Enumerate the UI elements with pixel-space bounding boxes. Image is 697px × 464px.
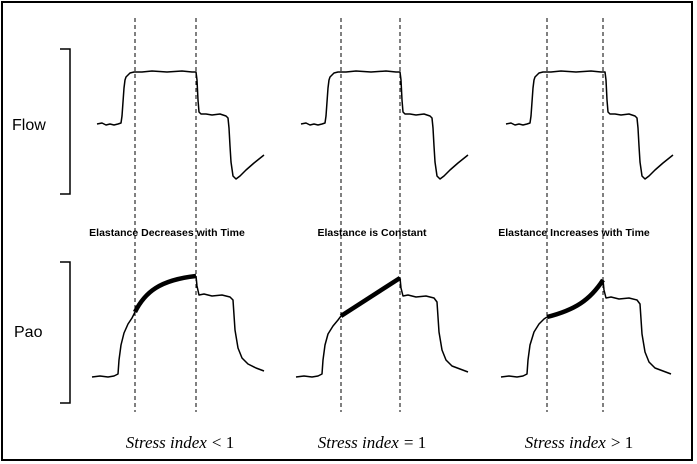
panel-1-caption: Elastance Decreases with Time [89,227,245,239]
flow-waveform-panel-2 [300,70,469,180]
pao-curve-segment-panel-3 [546,278,605,320]
stress-index-label-panel-3: Stress index > 1 [525,433,633,452]
pao-row-bracket [60,261,71,404]
panel-3-caption: Elastance Increases with Time [498,227,650,239]
pao-curve-segment-panel-1 [132,273,197,314]
dashed-guides [134,18,604,412]
flow-waveform-panel-3 [505,70,674,180]
pao-curve-segment-panel-2 [339,276,402,318]
stress-index-label-panel-2: Stress index = 1 [318,433,426,452]
stress-index-label-panel-1: Stress index < 1 [126,433,234,452]
pao-waveform-panel-3 [500,278,672,378]
flow-row-bracket [60,48,71,195]
panel-2-caption: Elastance is Constant [317,227,427,239]
pao-row-label: Pao [14,324,43,341]
flow-waveform-panel-1 [96,70,265,180]
pao-waveform-panel-1 [91,273,265,378]
pao-waveform-panel-2 [295,276,469,378]
flow-row-label: Flow [12,117,46,134]
